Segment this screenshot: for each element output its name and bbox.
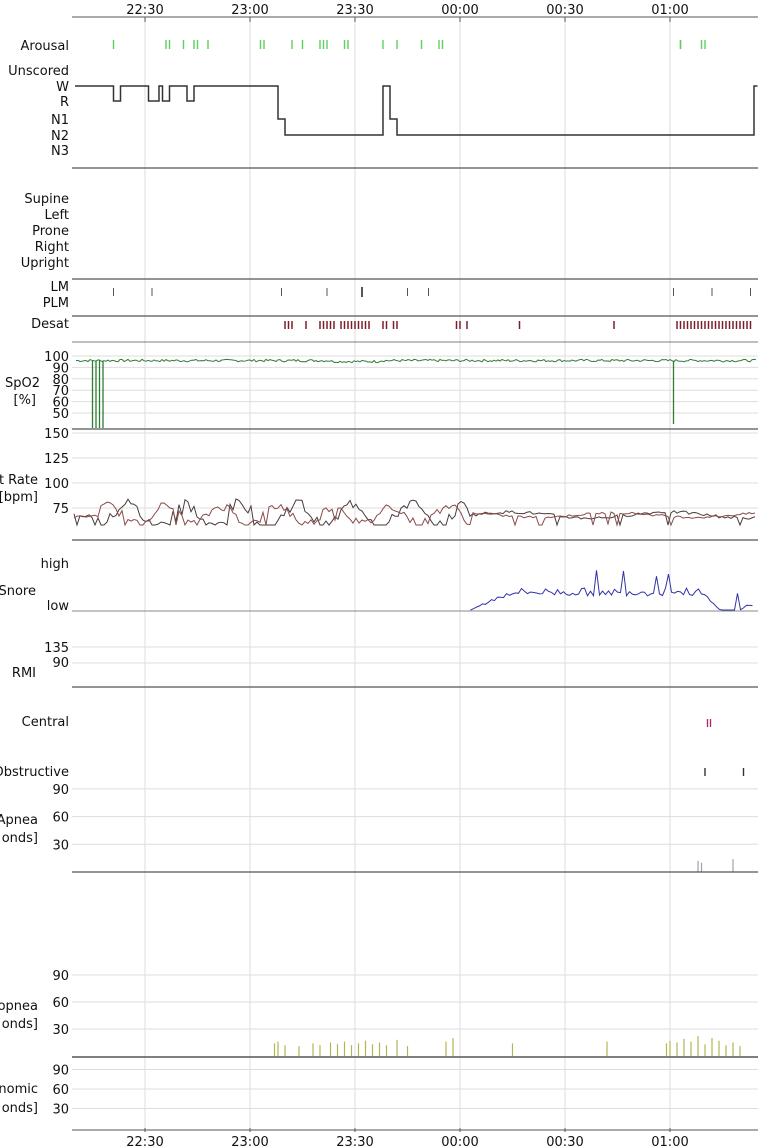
time-tick-bottom-1: 23:00 [231, 1135, 268, 1148]
apnea-central-label: Central [22, 715, 69, 730]
time-tick-top-1: 23:00 [231, 3, 268, 18]
autonomic-tick-30: 30 [52, 1103, 69, 1118]
spo2-tick-60: 60 [52, 396, 69, 411]
hypopnea-tick-90: 90 [52, 969, 69, 984]
apnea-axis-label: Apnea [0, 813, 38, 828]
hr-tick-150: 150 [44, 427, 69, 442]
spo2-unit-label: [%] [14, 393, 37, 408]
sleep-label-n2: N2 [51, 129, 69, 144]
heart-rate-trace-2 [73, 501, 756, 527]
time-gridlines [72, 18, 758, 1130]
autonomic-tick-60: 60 [52, 1083, 69, 1098]
position-label-upright: Upright [21, 256, 69, 271]
hr-unit-label: [bpm] [0, 490, 38, 505]
movement-label-plm: PLM [43, 296, 69, 311]
time-tick-bottom-5: 01:00 [651, 1135, 688, 1148]
apnea-tick-60: 60 [52, 811, 69, 826]
autonomic-tick-90: 90 [52, 1064, 69, 1079]
apnea-unit-label: onds] [2, 831, 38, 846]
sleep-label-unscored: Unscored [8, 64, 69, 79]
rmi-tick-135: 135 [44, 641, 69, 656]
spo2-trace [75, 358, 757, 364]
autonomic-unit-label: onds] [2, 1101, 38, 1116]
time-tick-top-3: 00:00 [441, 3, 478, 18]
hypnogram-line [75, 85, 758, 136]
time-tick-bottom-2: 23:30 [336, 1135, 373, 1148]
rmi-label: RMI [12, 666, 36, 681]
spo2-tick-80: 80 [52, 373, 69, 388]
hypopnea-tick-30: 30 [52, 1023, 69, 1038]
time-tick-bottom-0: 22:30 [126, 1135, 163, 1148]
sleep-label-arousal: Arousal [21, 39, 70, 54]
chart-panels [72, 40, 758, 1058]
hr-tick-75: 75 [52, 502, 69, 517]
apnea-tick-90: 90 [52, 783, 69, 798]
spo2-axis-label: SpO2 [5, 376, 40, 391]
sleep-label-w: W [56, 80, 69, 95]
spo2-tick-90: 90 [52, 361, 69, 376]
position-label-left: Left [45, 208, 69, 223]
sleep-label-n1: N1 [51, 113, 69, 128]
time-tick-top-5: 01:00 [651, 3, 688, 18]
apnea-obstructive-label: Obstructive [0, 765, 69, 780]
position-label-prone: Prone [32, 224, 69, 239]
hr-tick-100: 100 [44, 477, 69, 492]
rmi-tick-90: 90 [52, 656, 69, 671]
spo2-tick-50: 50 [52, 407, 69, 422]
hypopnea-unit-label: onds] [2, 1017, 38, 1032]
desat-label: Desat [31, 317, 69, 332]
time-tick-top-4: 00:30 [546, 3, 583, 18]
movement-label-lm: LM [51, 280, 69, 295]
apnea-tick-30: 30 [52, 838, 69, 853]
snore-tick-high: high [41, 557, 69, 572]
hypopnea-tick-60: 60 [52, 996, 69, 1011]
time-tick-top-2: 23:30 [336, 3, 373, 18]
hypopnea-axis-label: opnea [0, 999, 38, 1014]
spo2-tick-70: 70 [52, 384, 69, 399]
autonomic-axis-label: nomic [0, 1082, 38, 1097]
time-tick-top-0: 22:30 [126, 3, 163, 18]
sleep-label-r: R [60, 95, 69, 110]
snore-tick-low: low [47, 599, 70, 614]
time-tick-bottom-3: 00:00 [441, 1135, 478, 1148]
hr-tick-125: 125 [44, 452, 69, 467]
spo2-tick-100: 100 [44, 350, 69, 365]
hr-axis-label: t Rate [0, 473, 38, 488]
position-label-right: Right [35, 240, 69, 255]
snore-trace [470, 570, 753, 611]
snore-axis-label: Snore [0, 584, 36, 599]
time-tick-bottom-4: 00:30 [546, 1135, 583, 1148]
sleep-label-n3: N3 [51, 144, 69, 159]
time-axis: 22:30 22:30 23:00 23:00 23:30 23:30 00:00 00:00… [72, 3, 758, 1148]
position-label-supine: Supine [24, 192, 69, 207]
